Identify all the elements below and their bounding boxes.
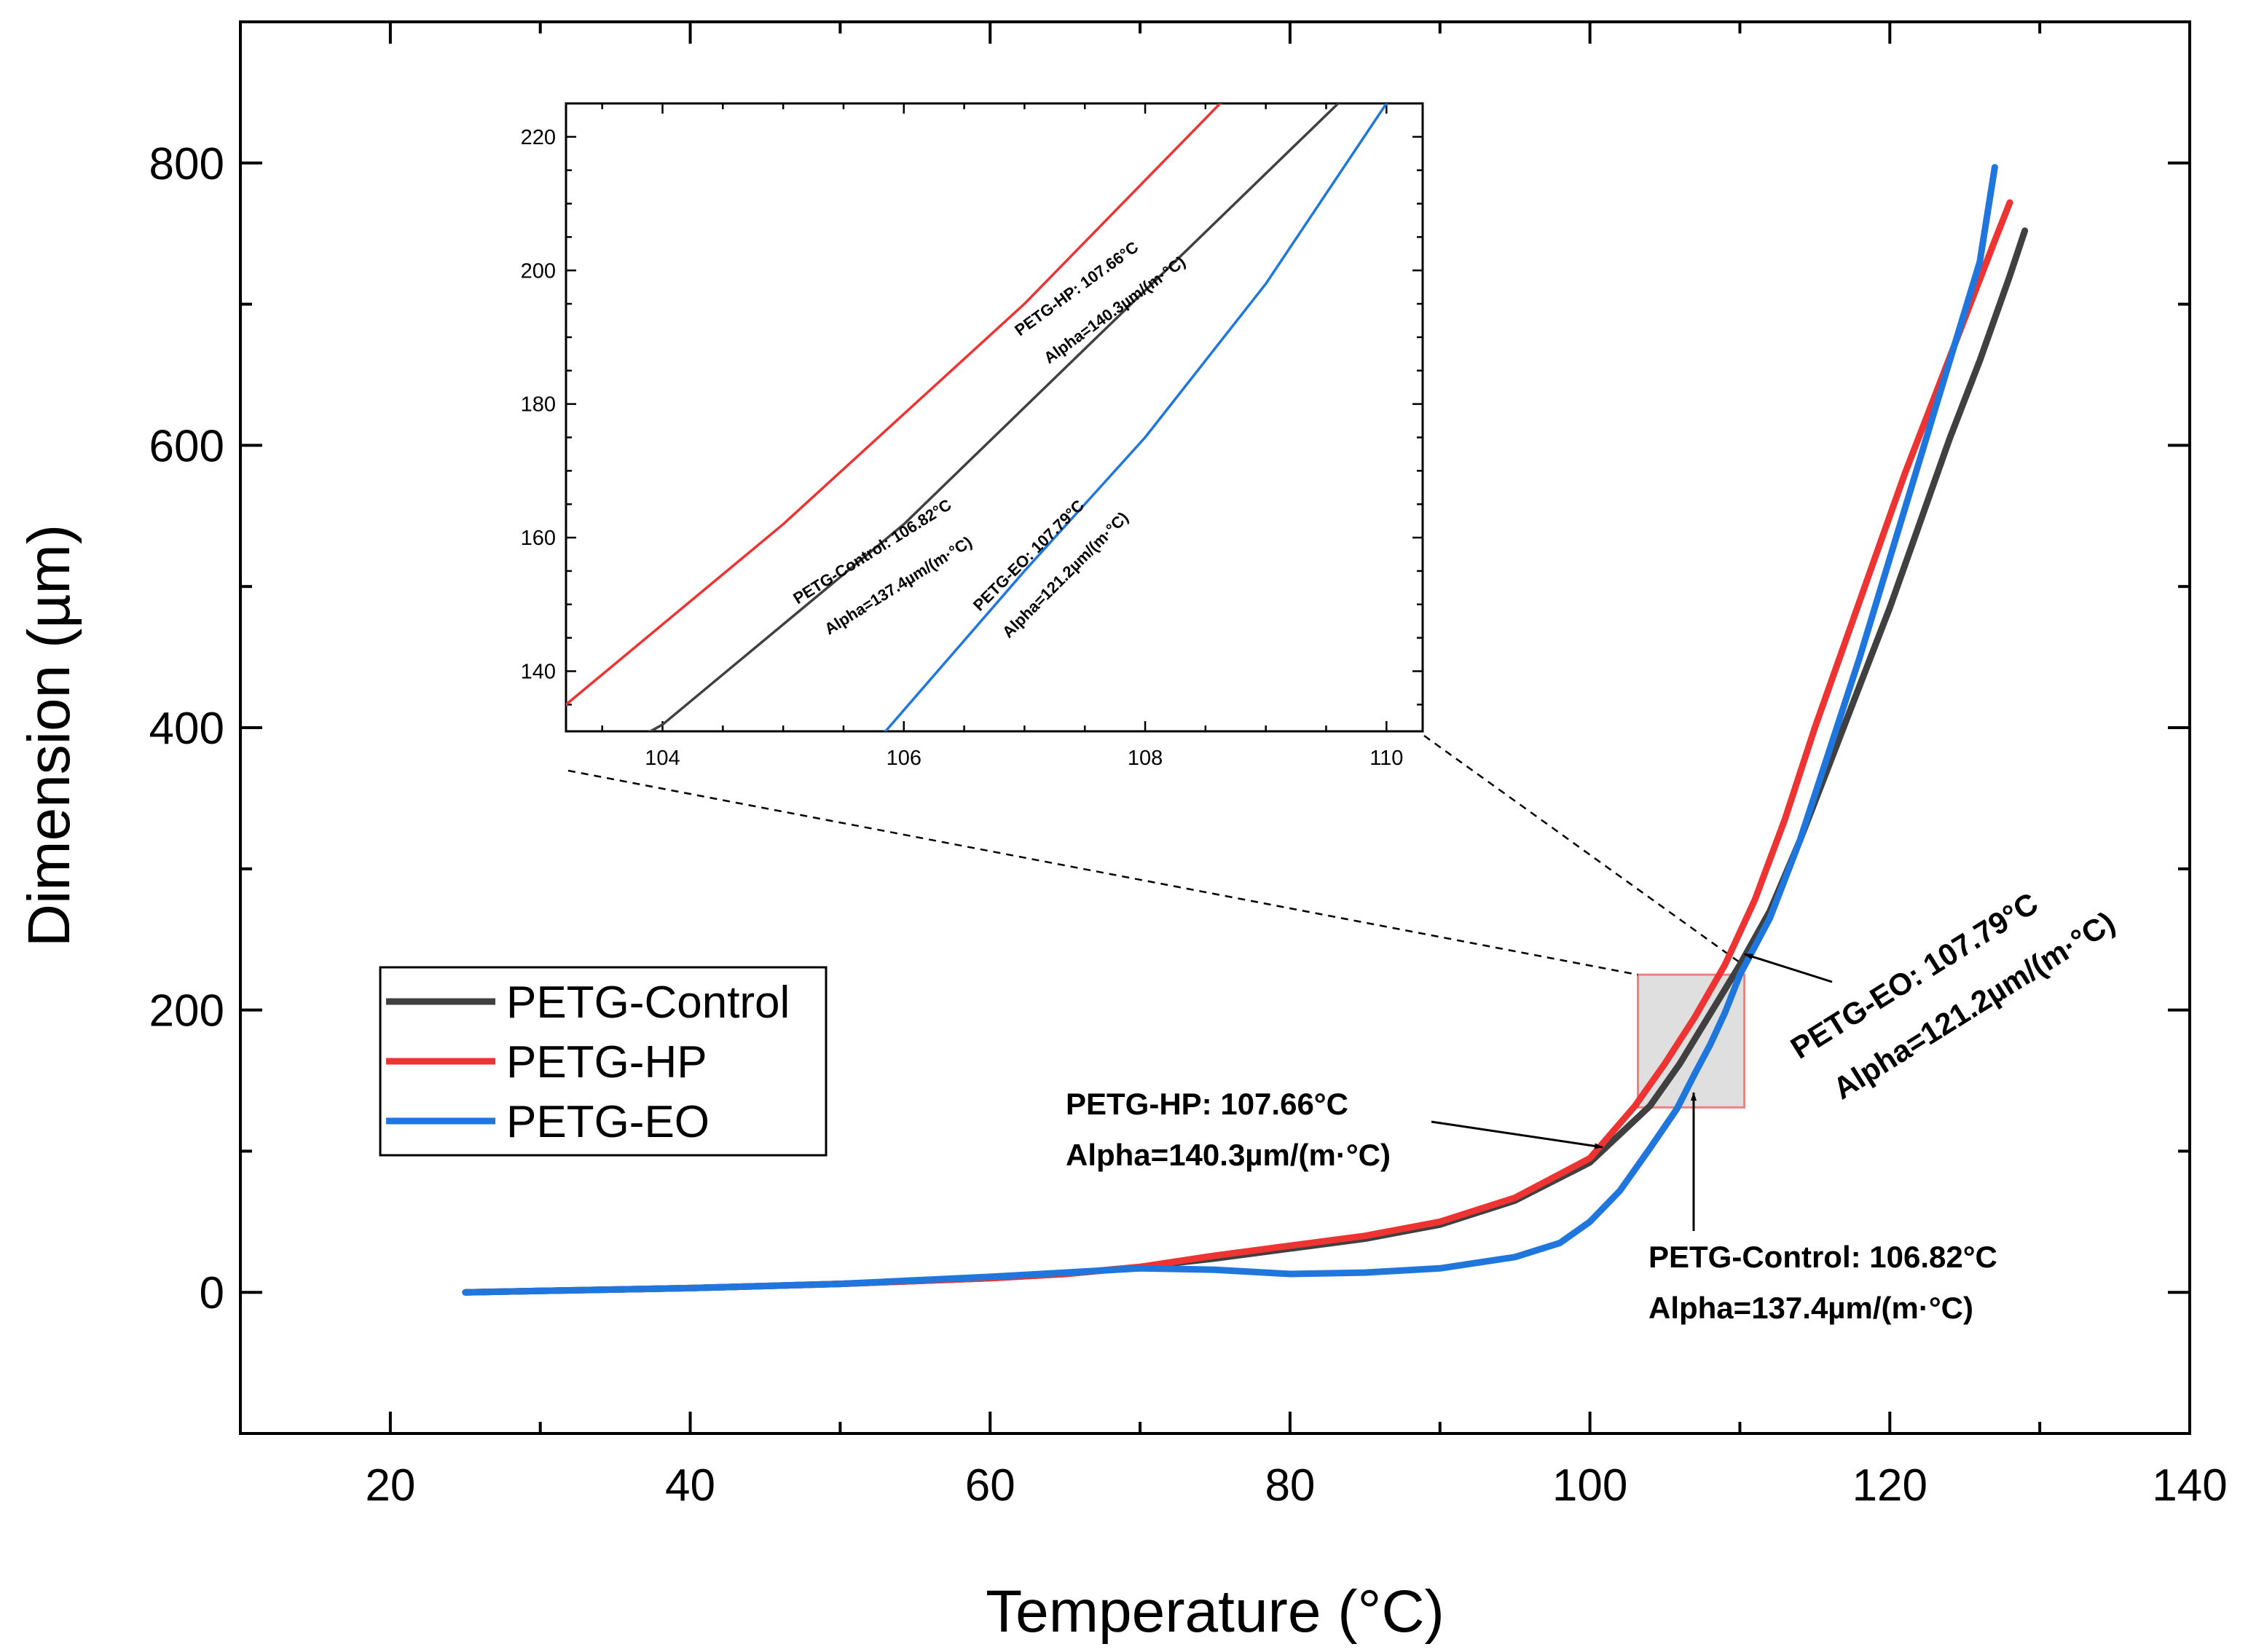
legend-label-petg-hp: PETG-HP bbox=[506, 1037, 707, 1087]
inset-x-tick-label: 108 bbox=[1128, 747, 1163, 770]
inset-y-tick-label: 180 bbox=[521, 393, 556, 417]
main-y-ticks: 0 200 400 600 800 bbox=[149, 20, 2190, 1435]
x-tick-label: 140 bbox=[2152, 1460, 2227, 1511]
x-tick-label: 20 bbox=[365, 1460, 415, 1511]
legend-label-petg-control: PETG-Control bbox=[506, 978, 790, 1028]
annotation-petg-hp: PETG-HP: 107.66°C Alpha=140.3µm/(m·°C) bbox=[1066, 1087, 1603, 1172]
series-line-petg-eo bbox=[462, 164, 1998, 1296]
y-tick-label: 600 bbox=[149, 421, 224, 471]
inset-y-ticks: 140 160 180 200 220 bbox=[521, 102, 1423, 706]
annotation-petg-hp-arrow bbox=[1431, 1120, 1603, 1149]
x-tick-label: 60 bbox=[965, 1460, 1015, 1511]
inset-y-tick-label: 160 bbox=[521, 527, 556, 550]
y-axis-title: Dimension (µm) bbox=[16, 524, 82, 947]
x-tick-label: 40 bbox=[665, 1460, 715, 1511]
inset-frame bbox=[565, 102, 1424, 733]
main-x-ticks: 20 40 60 80 100 120 140 bbox=[239, 22, 2228, 1511]
inset-x-tick-label: 110 bbox=[1369, 747, 1403, 770]
x-axis-title: Temperature (°C) bbox=[986, 1578, 1445, 1645]
annotation-petg-control: PETG-Control: 106.82°C Alpha=137.4µm/(m·… bbox=[1648, 1092, 1997, 1325]
inset-x-tick-label: 104 bbox=[645, 747, 680, 770]
inset-x-ticks: 104 106 108 110 bbox=[601, 103, 1403, 770]
x-tick-label: 120 bbox=[1852, 1460, 1927, 1511]
annotation-petg-hp-line2: Alpha=140.3µm/(m·°C) bbox=[1066, 1138, 1391, 1172]
y-tick-label: 400 bbox=[149, 704, 224, 754]
annotation-petg-hp-line1: PETG-HP: 107.66°C bbox=[1066, 1087, 1348, 1121]
legend: PETG-Control PETG-HP PETG-EO bbox=[379, 966, 828, 1157]
annotation-petg-control-line2: Alpha=137.4µm/(m·°C) bbox=[1648, 1291, 1973, 1325]
inset-x-tick-label: 106 bbox=[887, 747, 921, 770]
y-tick-label: 0 bbox=[200, 1268, 224, 1318]
inset-y-tick-label: 140 bbox=[521, 660, 556, 683]
annotation-petg-control-line1: PETG-Control: 106.82°C bbox=[1648, 1240, 1997, 1274]
inset-y-tick-label: 220 bbox=[521, 126, 556, 149]
zoom-connector-left bbox=[567, 769, 1638, 976]
x-tick-label: 100 bbox=[1552, 1460, 1627, 1511]
annotation-petg-eo: PETG-EO: 107.79°C Alpha=121.2µm/(m·°C) bbox=[1744, 886, 2121, 1106]
x-tick-label: 80 bbox=[1265, 1460, 1315, 1511]
y-tick-label: 200 bbox=[149, 986, 224, 1037]
zoom-connector-right bbox=[1423, 734, 1740, 963]
inset-series-line-petg-control bbox=[648, 103, 1340, 731]
y-tick-label: 800 bbox=[149, 139, 224, 189]
inset-y-tick-label: 200 bbox=[521, 259, 556, 283]
annotation-petg-eo-arrow bbox=[1744, 953, 1833, 983]
legend-label-petg-eo: PETG-EO bbox=[506, 1097, 710, 1147]
